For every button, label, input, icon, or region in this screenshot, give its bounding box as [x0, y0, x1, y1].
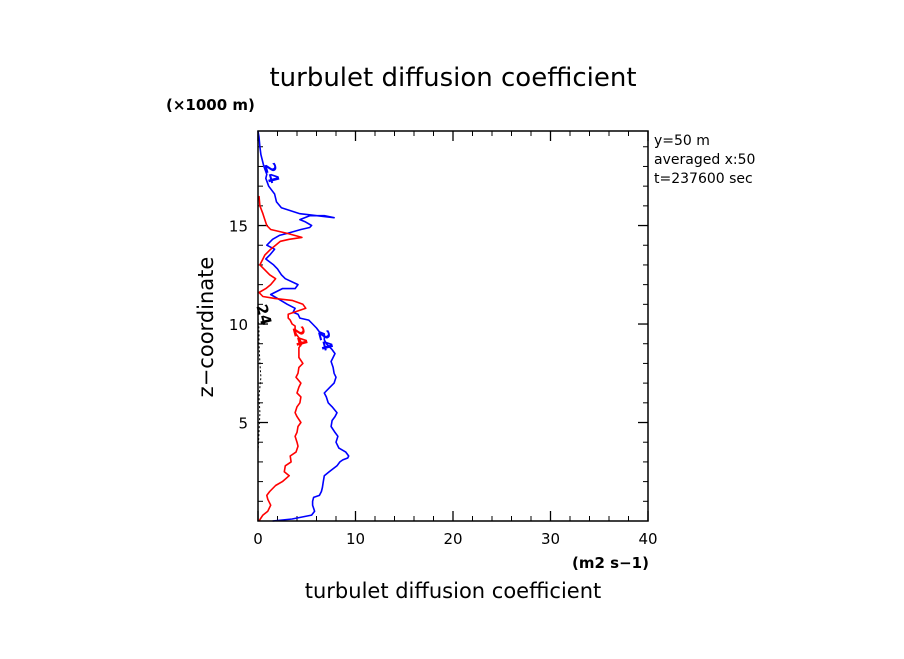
y-tick-label: 15	[229, 218, 248, 236]
info-line: t=237600 sec	[654, 171, 753, 187]
x-tick-label: 20	[443, 530, 462, 548]
curve-label: 24	[260, 161, 283, 186]
x-axis-title: turbulet diffusion coefficient	[305, 579, 602, 603]
info-line: averaged x:50	[654, 152, 755, 168]
x-tick-label: 10	[346, 530, 365, 548]
x-unit-label: (m2 s−1)	[572, 554, 649, 572]
x-tick-label: 40	[638, 530, 657, 548]
series-line-2	[258, 195, 307, 522]
axis-ticks: 0 10 20 30 40 5 10 15	[229, 131, 658, 548]
y-tick-label: 5	[238, 415, 248, 433]
y-axis-title: z−coordinate	[194, 257, 218, 398]
series-line-1	[257, 130, 350, 522]
run-info: y=50 m averaged x:50 t=237600 sec	[654, 133, 755, 187]
series-line-3	[257, 318, 262, 453]
chart-title: turbulet diffusion coefficient	[269, 63, 636, 93]
y-tick-label: 10	[229, 316, 248, 334]
info-line: y=50 m	[654, 133, 710, 149]
x-tick-label: 30	[541, 530, 560, 548]
curve-label: 24	[252, 302, 275, 327]
x-tick-label: 0	[253, 530, 263, 548]
curve-label: 24	[314, 328, 337, 353]
y-unit-label: (×1000 m)	[166, 96, 255, 114]
plot-frame	[257, 130, 649, 522]
series-lines	[257, 130, 350, 522]
curve-label: 24	[288, 324, 311, 349]
